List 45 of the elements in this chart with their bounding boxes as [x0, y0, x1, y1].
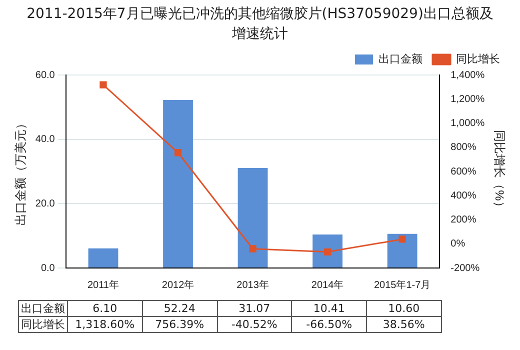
data-label: -66.50%: [292, 316, 366, 332]
bar: [163, 100, 193, 268]
y2-axis-title: 同比增长（%）: [492, 130, 506, 213]
bar: [387, 234, 418, 268]
text: 出口金额: [21, 302, 65, 315]
x-tick-label: 2013年: [236, 278, 269, 291]
bar: [238, 168, 268, 268]
data-label: 38.56%: [366, 316, 442, 332]
data-label: 52.24: [142, 300, 217, 316]
chart-title: 2011-2015年7月已曝光已冲洗的其他缩微胶片(HS37059029)出口总额及增速统计: [26, 5, 494, 44]
y2-tick-label: 0%: [450, 238, 466, 250]
legend-label: 出口金额: [378, 52, 422, 66]
y2-tick-label: 600%: [450, 166, 476, 178]
y-tick-label: 40.0: [35, 134, 56, 146]
y2-tick-label: 1,400%: [450, 70, 485, 81]
y-tick-label: 60.0: [35, 70, 56, 81]
y-tick-label: 0.0: [40, 262, 56, 274]
y2-tick-label: 800%: [450, 142, 476, 154]
point: [100, 81, 107, 88]
point: [249, 245, 256, 252]
data-label: 6.10: [68, 300, 142, 316]
x-tick-label: 2011年: [87, 278, 120, 291]
legend-label: 同比增长: [456, 52, 500, 66]
text: 同比增长: [21, 318, 65, 331]
y2-tick-label: 1,200%: [450, 94, 485, 105]
data-label: 10.41: [292, 300, 366, 316]
y2-tick-label: 1,000%: [450, 118, 485, 129]
bar: [88, 248, 118, 268]
y2-tick-label: -200%: [450, 262, 480, 274]
data-label: 10.60: [366, 300, 442, 316]
y2-tick-label: 200%: [450, 214, 476, 226]
data-label: 1,318.60%: [68, 316, 142, 332]
data-label: -40.52%: [217, 316, 292, 332]
y2-tick-label: 400%: [450, 190, 476, 202]
point: [398, 236, 406, 243]
y-tick-label: 20.0: [35, 198, 56, 210]
y-axis-title: 出口金额（万美元）: [14, 118, 28, 226]
x-tick-label: 2012年: [162, 278, 194, 291]
data-label: 31.07: [217, 300, 292, 316]
x-tick-label: 2014年: [311, 278, 344, 291]
point: [324, 248, 332, 256]
x-tick-label: 2015年1-7月: [374, 278, 431, 291]
point: [174, 149, 182, 156]
data-label: 756.39%: [142, 316, 217, 332]
bar: [312, 234, 342, 268]
